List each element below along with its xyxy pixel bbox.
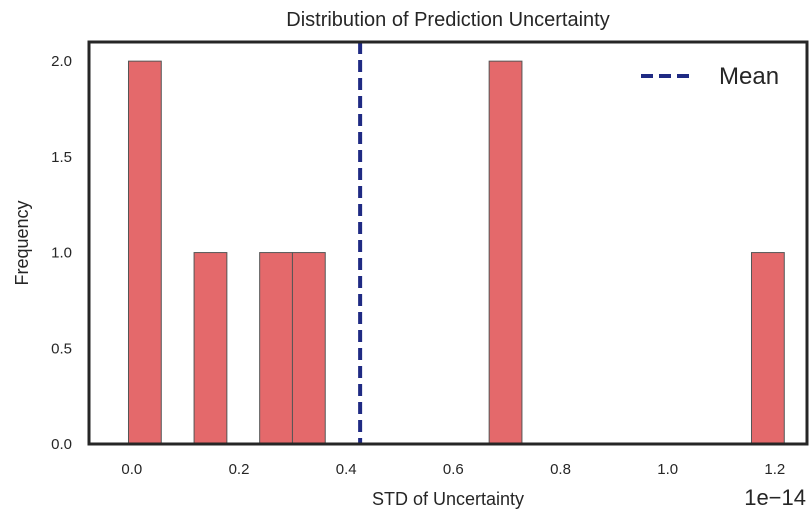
y-tick-label: 1.0: [51, 245, 72, 262]
y-tick-label: 0.5: [51, 340, 72, 357]
legend: Mean: [641, 63, 779, 90]
x-tick-label: 1.0: [657, 461, 678, 478]
x-tick-label: 0.4: [336, 461, 357, 478]
x-axis-label: STD of Uncertainty: [372, 489, 524, 509]
x-tick-label: 0.2: [229, 461, 250, 478]
legend-mean-label: Mean: [719, 63, 779, 90]
histogram-bar-4: [488, 60, 523, 445]
histogram-bar-5: [750, 252, 785, 445]
x-tick-label: 0.0: [121, 461, 142, 478]
histogram-bar-1: [193, 252, 228, 445]
x-axis-offset-label: 1e−14: [744, 485, 806, 510]
x-tick-label: 1.2: [764, 461, 785, 478]
histogram-bar-2: [259, 252, 293, 445]
histogram-bar-0: [127, 60, 162, 445]
x-tick-label: 0.6: [443, 461, 464, 478]
y-ticks: 0.0 0.5 1.0 1.5 2.0: [51, 53, 72, 453]
histogram-bar-3: [291, 252, 326, 445]
y-tick-label: 1.5: [51, 149, 72, 166]
plot-frame: [87, 40, 809, 446]
chart-title: Distribution of Prediction Uncertainty: [286, 9, 609, 31]
y-axis-label: Frequency: [12, 200, 32, 285]
x-ticks: 0.0 0.2 0.4 0.6 0.8 1.0 1.2: [121, 461, 785, 478]
y-tick-label: 0.0: [51, 436, 72, 453]
bars-layer: [127, 60, 785, 445]
x-tick-label: 0.8: [550, 461, 571, 478]
y-tick-label: 2.0: [51, 53, 72, 70]
